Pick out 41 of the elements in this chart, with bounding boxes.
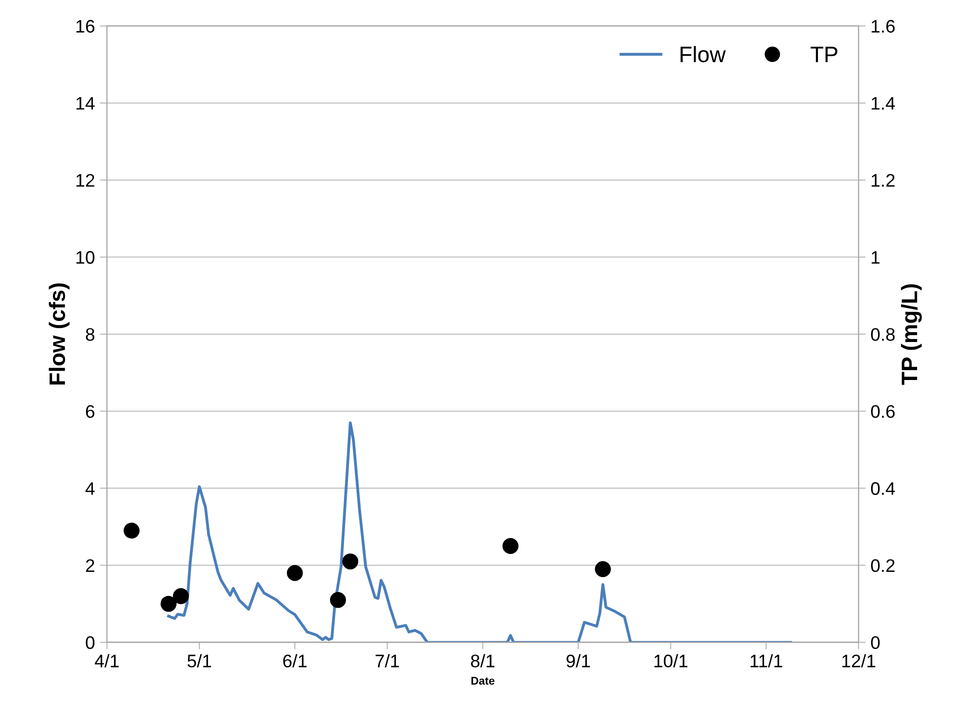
x-tick-label: 11/1 xyxy=(750,654,782,668)
y2-axis-title: TP (mg/L) xyxy=(901,284,922,385)
point xyxy=(502,538,518,554)
y2-tick-label: 0.2 xyxy=(871,559,895,572)
y-tick-label: 14 xyxy=(76,97,95,110)
y2-tick-label: 1.4 xyxy=(872,97,895,110)
point xyxy=(124,522,140,539)
point xyxy=(330,592,346,608)
y-tick-label: 0 xyxy=(86,636,94,650)
line-series xyxy=(167,421,792,642)
y2-tick-label: 1 xyxy=(872,251,880,264)
y-tick-label: 16 xyxy=(76,20,94,33)
x-tick-label: 9/1 xyxy=(566,654,590,668)
legend-label: TP xyxy=(810,46,838,62)
y2-tick-label: 1.6 xyxy=(872,20,895,33)
y-tick-label: 10 xyxy=(76,251,94,264)
y-tick-label: 4 xyxy=(86,482,95,495)
y2-tick-label: 0.4 xyxy=(871,482,895,495)
y2-tick-label: 1.2 xyxy=(872,174,895,187)
y2-tick-label: 0.6 xyxy=(871,405,895,418)
x-tick-label: 12/1 xyxy=(842,654,876,668)
y-tick-label: 2 xyxy=(86,559,94,572)
x-tick-label: 4/1 xyxy=(94,654,119,668)
point xyxy=(286,565,303,581)
x-tick-label: 8/1 xyxy=(470,654,494,668)
y-tick-label: 6 xyxy=(86,405,94,418)
y2-tick-label: 0 xyxy=(871,636,880,650)
y-tick-label: 8 xyxy=(86,328,94,341)
y-axis-title: Flow (cfs) xyxy=(48,283,70,385)
x-tick-label: 6/1 xyxy=(283,654,307,668)
point xyxy=(172,588,189,604)
x-axis-title: Date xyxy=(471,676,494,685)
y-tick-label: 12 xyxy=(76,174,94,187)
point xyxy=(342,553,358,570)
x-tick-label: 5/1 xyxy=(188,654,212,668)
point xyxy=(160,596,177,612)
point xyxy=(594,561,611,578)
x-tick-label: 7/1 xyxy=(376,654,399,668)
x-tick-label: 10/1 xyxy=(654,654,688,668)
legend-label: Flow xyxy=(680,46,726,62)
y2-tick-label: 0.8 xyxy=(871,328,895,341)
